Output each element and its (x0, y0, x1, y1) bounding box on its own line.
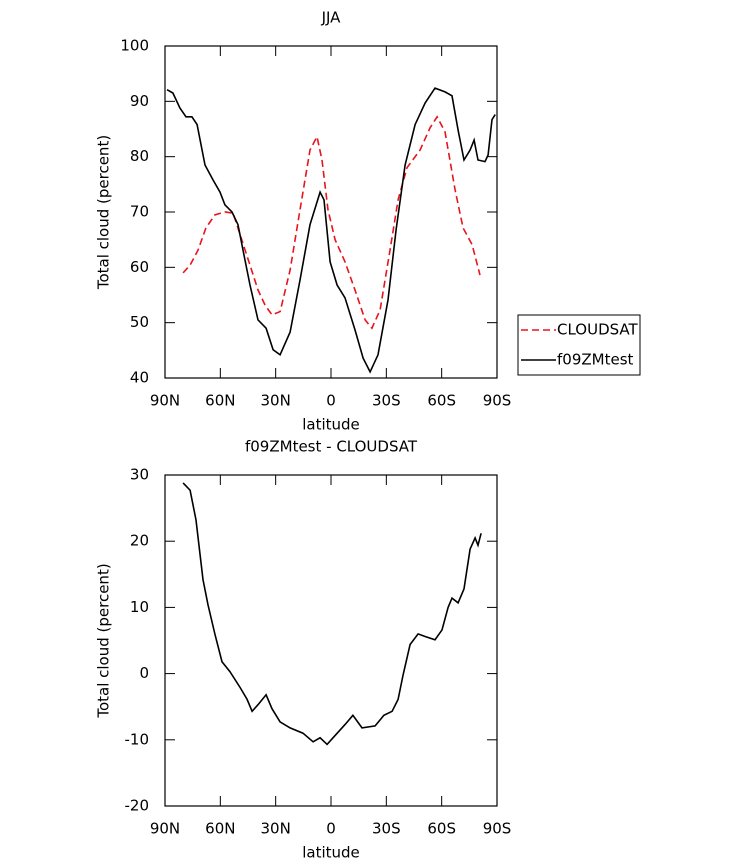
y-tick-label: 70 (130, 203, 149, 221)
data-line (166, 87, 496, 374)
x-tick-label: 60N (205, 820, 235, 838)
chart-title: JJA (321, 9, 342, 27)
y-tick-label: 50 (130, 313, 149, 331)
x-axis-label: latitude (302, 844, 360, 862)
x-tick-label: 30S (372, 820, 401, 838)
x-tick-label: 90S (483, 820, 512, 838)
x-tick-label: 60S (427, 820, 456, 838)
y-tick-label: 90 (130, 92, 149, 110)
y-tick-label: 60 (130, 258, 149, 276)
x-tick-label: 60N (205, 392, 235, 410)
plot-frame (164, 474, 498, 807)
legend: CLOUDSAT f09ZMtest (517, 314, 641, 376)
x-axis-label: latitude (302, 416, 360, 434)
x-tick-label: 30S (372, 392, 401, 410)
legend-label: f09ZMtest (557, 351, 634, 369)
y-tick-label: 80 (130, 147, 149, 165)
chart-title: f09ZMtest - CLOUDSAT (245, 438, 418, 456)
x-tick-label: 90N (150, 820, 180, 838)
x-tick-label: 0 (326, 392, 336, 410)
y-tick-label: 10 (130, 598, 149, 616)
data-line (182, 482, 482, 746)
x-tick-label: 90S (483, 392, 512, 410)
plot-frame (164, 45, 498, 379)
y-axis-label: Total cloud (percent) (95, 135, 113, 290)
y-tick-label: 30 (130, 466, 149, 484)
legend-box (517, 314, 641, 376)
y-tick-label: -20 (125, 797, 150, 815)
x-tick-label: 90N (150, 392, 180, 410)
x-tick-label: 0 (326, 820, 336, 838)
y-tick-label: 100 (120, 37, 149, 55)
y-tick-label: 20 (130, 532, 149, 550)
y-tick-label: 0 (139, 664, 149, 682)
legend-label: CLOUDSAT (557, 321, 639, 339)
data-line (182, 115, 481, 330)
x-tick-label: 30N (261, 820, 291, 838)
y-axis-label: Total cloud (percent) (95, 563, 113, 718)
y-tick-label: 40 (130, 369, 149, 387)
x-tick-label: 60S (427, 392, 456, 410)
y-tick-label: -10 (125, 730, 150, 748)
x-tick-label: 30N (261, 392, 291, 410)
